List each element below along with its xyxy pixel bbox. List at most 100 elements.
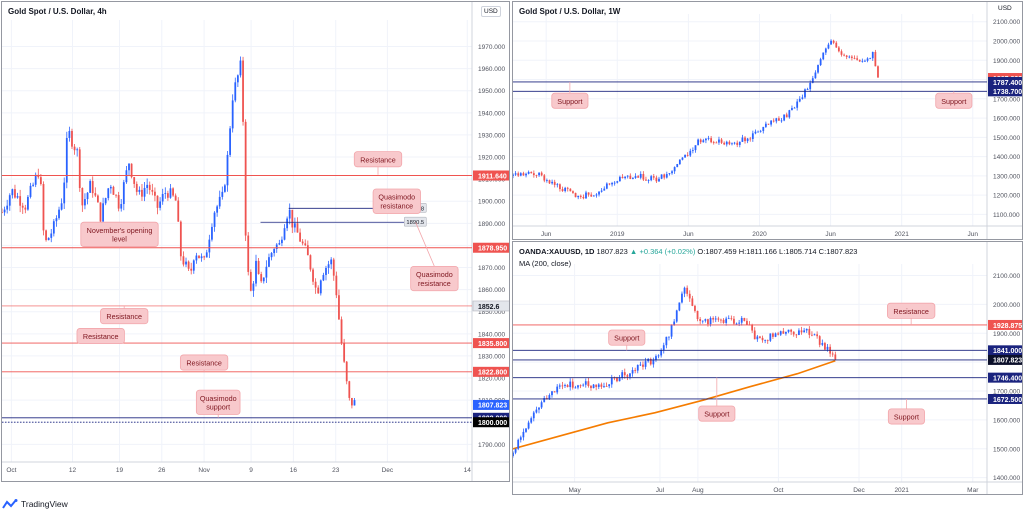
candle-body [86, 192, 89, 200]
candle-body [293, 223, 296, 228]
y-tick-label: 1920.000 [478, 155, 505, 162]
candle-body [816, 334, 819, 337]
candle-body [720, 139, 723, 143]
candle-body [652, 176, 655, 178]
chart-panel-1d[interactable]: 1400.0001500.0001600.0001700.0001800.000… [512, 241, 1023, 495]
x-tick-label: Jun [541, 231, 552, 238]
candle-body [249, 271, 252, 291]
candle-body [804, 89, 806, 98]
candle-body [649, 358, 652, 365]
candle-body [740, 317, 743, 323]
candle-body [777, 333, 780, 335]
callout-label: Support [557, 97, 582, 106]
candle-body [624, 176, 627, 179]
candle-body [138, 189, 141, 192]
candle-body [678, 159, 681, 165]
candle-body [579, 385, 582, 387]
candle-body [597, 384, 600, 387]
x-tick-label: Dec [382, 467, 394, 474]
candle-body [733, 142, 736, 144]
candle-body [569, 188, 572, 192]
candle-body [722, 319, 725, 323]
candle-body [283, 228, 286, 240]
candle-body [159, 201, 162, 208]
callout-box [100, 308, 149, 325]
candle-body [236, 75, 239, 83]
callout-label: Resistance [893, 307, 929, 316]
chart-canvas-4h[interactable]: 1790.0001800.0001810.0001820.0001830.000… [2, 2, 510, 482]
candle-body [738, 322, 741, 324]
candle-body [47, 237, 50, 241]
candle-body [169, 188, 172, 198]
callout-box [179, 354, 229, 371]
callout-label: Resistance [360, 155, 396, 164]
candle-body [224, 185, 226, 192]
candle-body [301, 241, 304, 244]
candle-body [97, 195, 99, 203]
candle-body [78, 149, 81, 188]
chart-panel-4h[interactable]: 1790.0001800.0001810.0001820.0001830.000… [1, 1, 510, 482]
candle-body [600, 190, 603, 192]
candle-body [559, 184, 561, 190]
callout-label: Quasimodo [200, 394, 237, 403]
candle-body [84, 199, 86, 206]
candle-body [827, 44, 830, 49]
y-tick-label: 1500.000 [993, 135, 1020, 142]
candle-body [675, 310, 678, 322]
x-tick-label: 14 [464, 467, 472, 474]
candle-body [853, 57, 856, 59]
low-value: 1805.714 [785, 247, 817, 256]
y-tick-label: 1400.000 [993, 475, 1020, 482]
candle-body [688, 293, 691, 299]
y-tick-label: 1860.000 [478, 287, 505, 294]
candle-body [598, 191, 600, 195]
candle-body [707, 319, 709, 325]
candle-body [647, 180, 650, 181]
candle-body [671, 171, 673, 174]
price-axis-label-box [473, 170, 509, 181]
x-tick-label: 23 [332, 467, 340, 474]
candle-body [751, 324, 754, 331]
callout-box [887, 408, 925, 425]
price-axis-label-box [473, 242, 509, 253]
price-axis-label-box [988, 372, 1022, 383]
candle-body [166, 193, 169, 198]
candle-body [68, 130, 71, 138]
candle-body [513, 174, 514, 176]
candle-body [636, 364, 639, 371]
callout-label: Resistance [106, 312, 142, 321]
candle-body [288, 209, 291, 219]
candle-body [817, 65, 819, 73]
candle-body [247, 235, 250, 272]
candle-body [590, 194, 593, 197]
candle-body [877, 66, 879, 78]
candle-body [735, 323, 738, 325]
price-axis-label: 1807.823 [993, 358, 1022, 365]
chart-canvas-1d[interactable]: 1400.0001500.0001600.0001700.0001800.000… [513, 242, 1023, 495]
y-tick-label: 1960.000 [478, 66, 505, 73]
candle-body [632, 177, 634, 179]
tradingview-branding[interactable]: TradingView [2, 497, 68, 511]
candle-body [723, 142, 726, 145]
candle-body [831, 353, 834, 355]
candle-body [673, 321, 676, 325]
candle-body [514, 448, 517, 453]
chart-canvas-1w[interactable]: 1100.000 1200.000 1300.000 1400.000 1500.000… [513, 2, 1023, 240]
candle-body [714, 318, 717, 320]
callout-box [80, 221, 159, 247]
candle-body [587, 381, 590, 386]
candle-body [832, 40, 835, 43]
candle-body [738, 141, 741, 145]
candle-body [694, 145, 697, 151]
candle-body [517, 173, 520, 176]
y-tick-label: 2000.000 [993, 302, 1020, 309]
candle-body [260, 274, 263, 282]
candle-body [156, 195, 159, 208]
candle-body [834, 354, 837, 360]
candle-body [772, 333, 774, 337]
chart-panel-1w[interactable]: 1100.000 1200.000 1300.000 1400.000 1500.000… [512, 1, 1023, 240]
candle-body [605, 183, 608, 189]
candle-body [785, 114, 788, 118]
candle-body [691, 298, 694, 306]
candle-body [699, 139, 702, 143]
